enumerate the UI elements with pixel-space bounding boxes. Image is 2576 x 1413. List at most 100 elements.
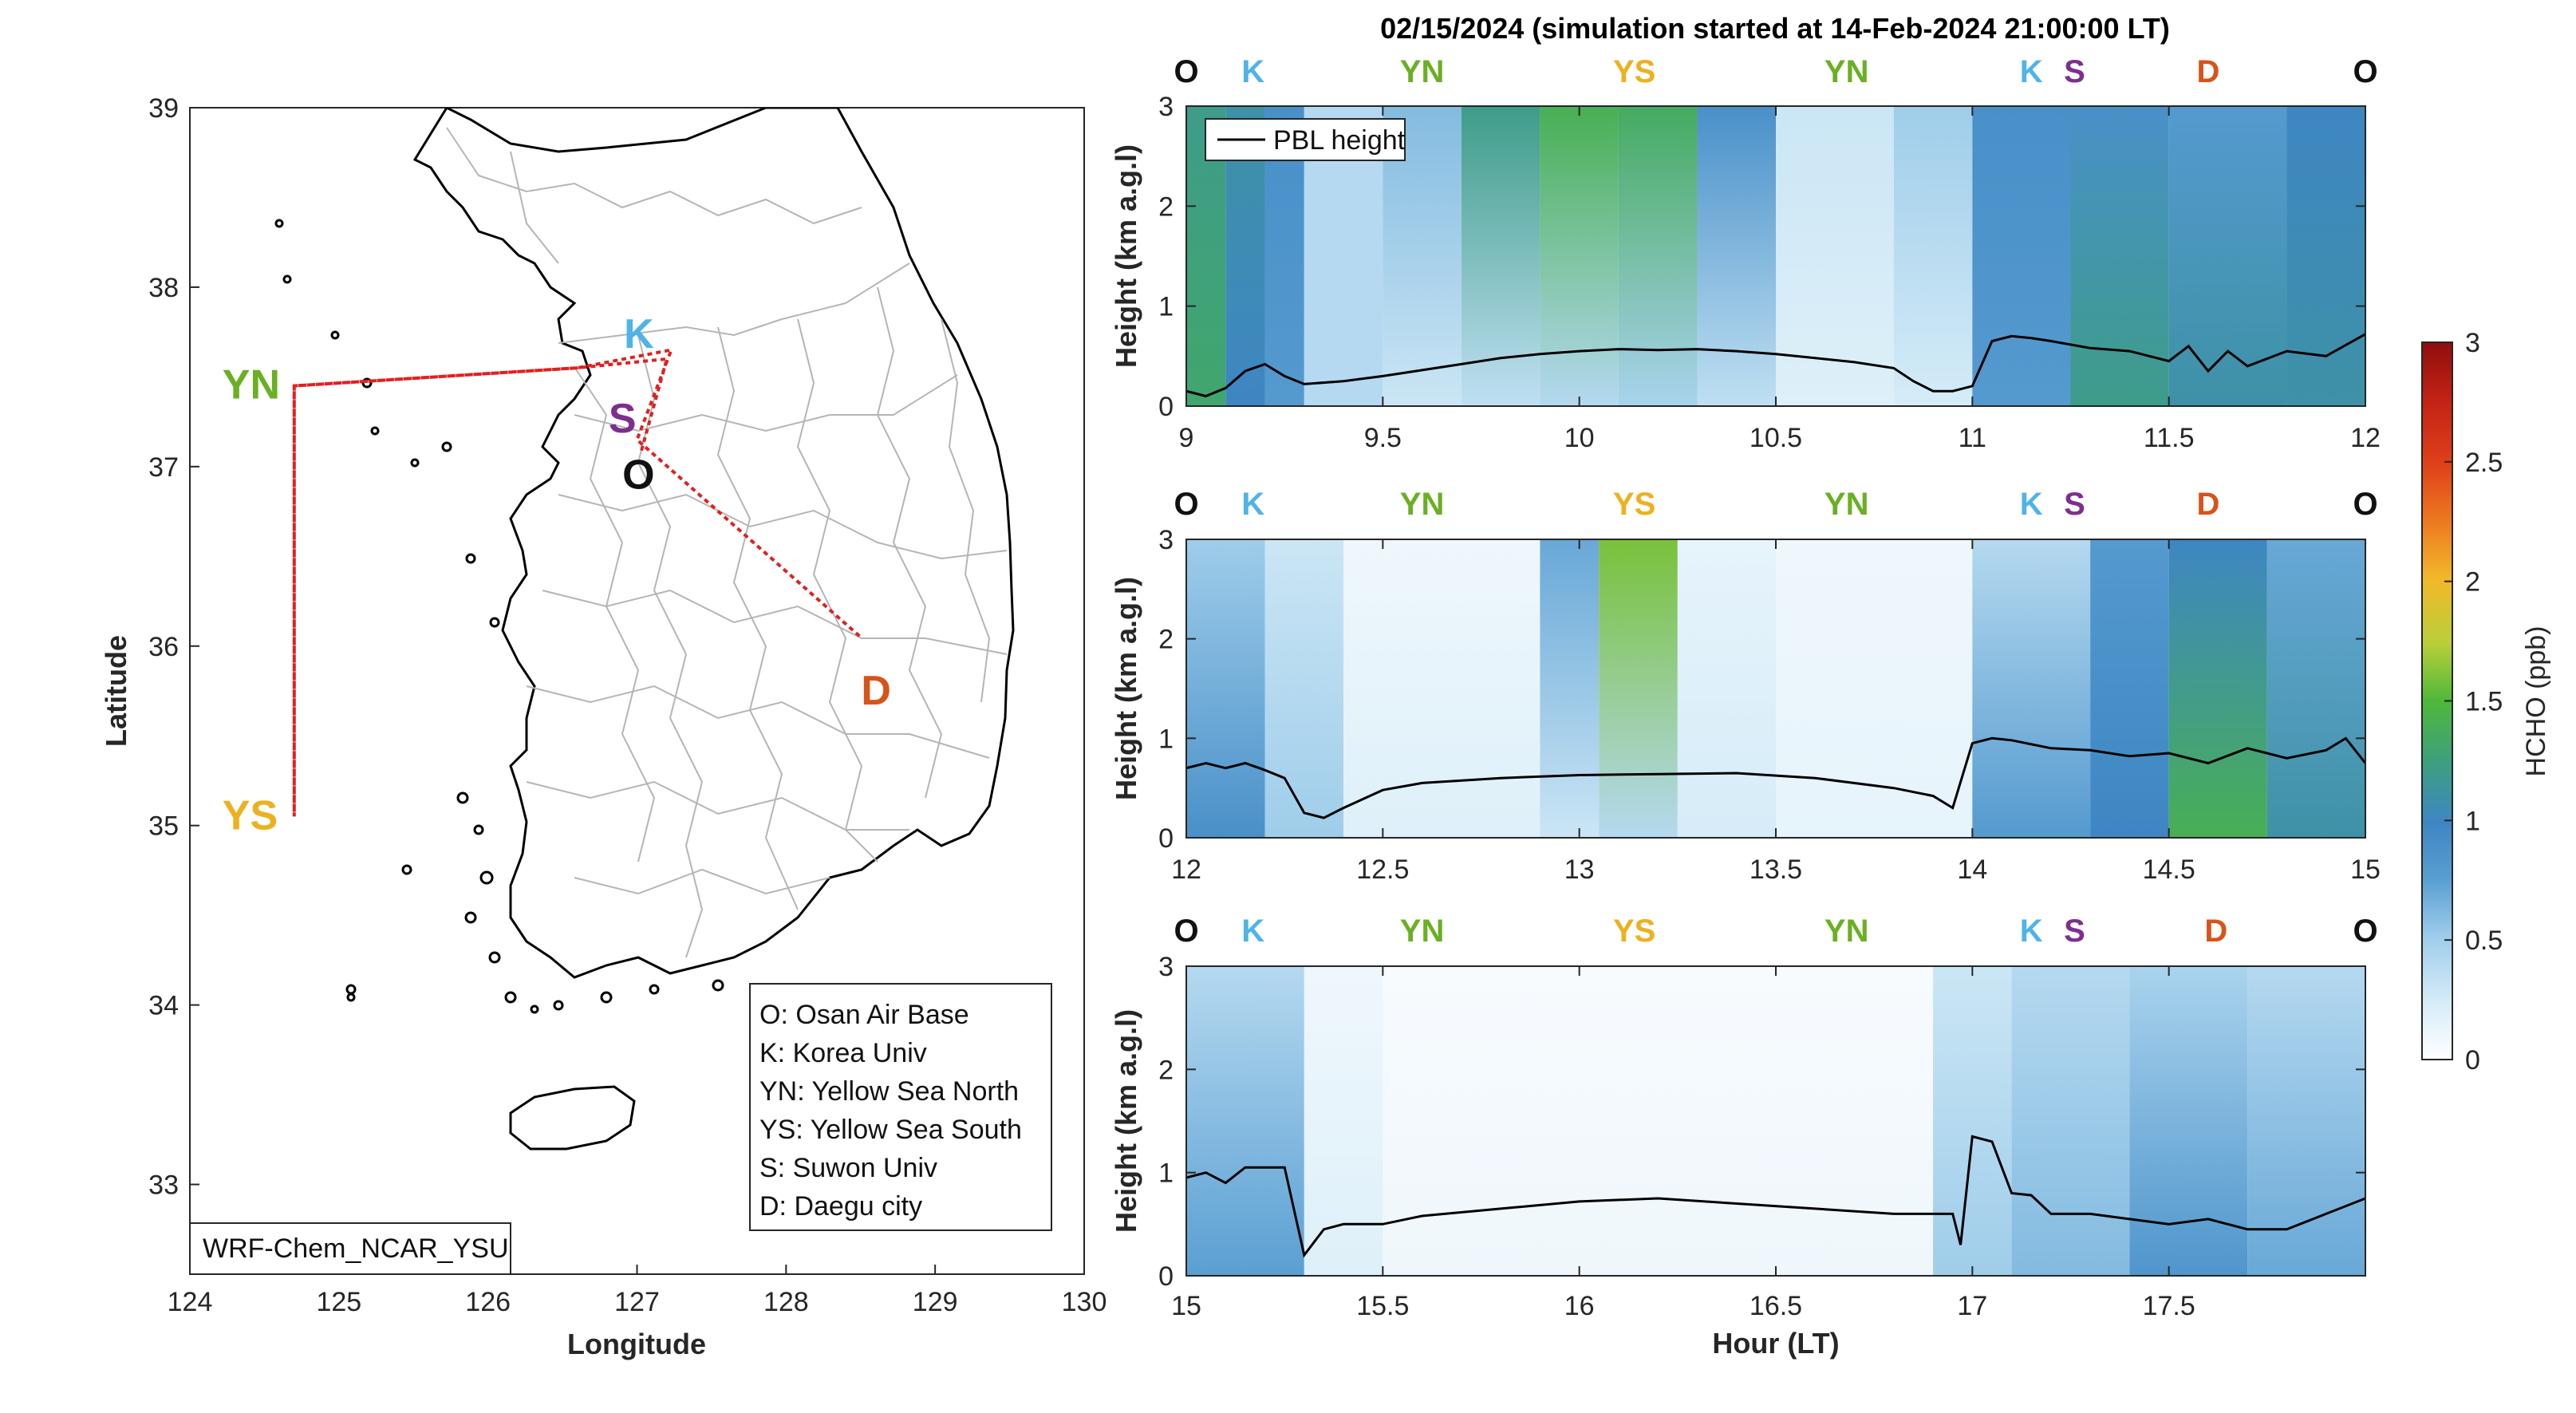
- map-ytick-label: 35: [148, 811, 179, 842]
- site-label-k: K: [2020, 914, 2043, 949]
- colorbar-tick-label: 2.5: [2465, 448, 2503, 478]
- xtick-label: 15: [1171, 1291, 1201, 1321]
- site-label-k: K: [2020, 487, 2043, 522]
- xtick-label: 17.5: [2143, 1291, 2195, 1321]
- site-label-yn: YN: [1400, 54, 1445, 89]
- site-label-k: K: [1241, 914, 1264, 949]
- map-ticks: 124 125 126 127 128 129 130 33 34 35 36 37 38 39: [148, 93, 1107, 1317]
- hcho-column: [2286, 106, 2365, 406]
- ytick-label: 0: [1158, 823, 1174, 854]
- colorbar-tick-label: 2: [2465, 567, 2480, 598]
- xtick-label: 13.5: [1750, 855, 1802, 885]
- site-label-d: D: [2196, 487, 2219, 522]
- map-site-s: S: [609, 396, 637, 442]
- hcho-column: [2090, 539, 2169, 838]
- xtick-label: 10.5: [1750, 423, 1802, 453]
- pbl-height-line: [1186, 1135, 2365, 1258]
- map-ytick-label: 36: [148, 632, 179, 662]
- map-xlabel: Longitude: [567, 1328, 706, 1360]
- site-label-yn: YN: [1825, 54, 1869, 89]
- hcho-column: [1304, 966, 1383, 1276]
- colorbar-tick-label: 1: [2465, 806, 2480, 836]
- hcho-column: [1383, 966, 1934, 1276]
- model-label: WRF-Chem_NCAR_YSU: [203, 1233, 509, 1264]
- map-site-d: D: [861, 668, 891, 714]
- hcho-column: [2070, 106, 2169, 406]
- site-label-s: S: [2064, 54, 2085, 89]
- ylabel: Height (km a.g.l): [1110, 144, 1142, 368]
- time-height-panel-3: 15 15.5 16 16.5 17 17.5 0 1 2 3 Height (km a.g.l) H…: [1110, 914, 2378, 1360]
- colorbar-tick-label: 3: [2465, 328, 2480, 358]
- site-label-o: O: [1174, 487, 1198, 522]
- xtick-label: 9.5: [1364, 423, 1402, 453]
- site-label-ys: YS: [1613, 487, 1655, 522]
- map-xtick-label: 129: [913, 1287, 958, 1317]
- ylabel: Height (km a.g.l): [1110, 577, 1142, 800]
- site-label-o: O: [1174, 54, 1198, 89]
- xtick-label: 14: [1957, 855, 1987, 885]
- legend-item: YS: Yellow Sea South: [759, 1115, 1022, 1145]
- site-label-ys: YS: [1613, 54, 1655, 89]
- colorbar-tick-label: 1.5: [2465, 687, 2503, 717]
- site-label-s: S: [2064, 487, 2085, 522]
- site-label-s: S: [2064, 914, 2085, 949]
- map-site-yn: YN: [223, 362, 280, 409]
- site-label-d: D: [2196, 54, 2219, 89]
- site-label-yn: YN: [1400, 914, 1445, 949]
- xtick-label: 15: [2350, 855, 2381, 885]
- legend-item: D: Daegu city: [759, 1191, 922, 1222]
- ytick-label: 2: [1158, 191, 1174, 222]
- ylabel: Height (km a.g.l): [1110, 1009, 1142, 1233]
- hcho-column: [1186, 966, 1304, 1276]
- flight-route: [292, 347, 862, 817]
- ytick-label: 1: [1158, 724, 1174, 754]
- xtick-label: 12: [1171, 855, 1201, 885]
- xlabel: Hour (LT): [1712, 1327, 1839, 1360]
- map-site-k: K: [624, 311, 654, 357]
- xtick-label: 16: [1564, 1291, 1595, 1321]
- map-xtick-label: 125: [316, 1287, 361, 1317]
- site-label-k: K: [2020, 54, 2043, 89]
- map-xtick-label: 130: [1062, 1287, 1107, 1317]
- map-site-o: O: [622, 452, 654, 499]
- ytick-label: 2: [1158, 1055, 1174, 1085]
- hcho-column: [1697, 106, 1776, 406]
- xtick-label: 9: [1179, 423, 1194, 453]
- ytick-label: 0: [1158, 1261, 1174, 1292]
- site-label-o: O: [2353, 487, 2377, 522]
- map-site-ys: YS: [223, 792, 278, 839]
- map-ytick-label: 37: [148, 452, 179, 483]
- hcho-column: [1540, 106, 1619, 406]
- colorbar-ticks: 0 0.5 1 1.5 2 2.5 3: [2444, 328, 2503, 1076]
- site-label-o: O: [2353, 914, 2377, 949]
- pbl-legend-label: PBL height: [1273, 125, 1406, 156]
- site-label-k: K: [1241, 487, 1264, 522]
- model-label-box: [189, 1222, 511, 1275]
- xtick-label: 11: [1959, 423, 1986, 453]
- heatmap-body: [1186, 539, 2365, 838]
- map-ylabel: Latitude: [100, 635, 132, 747]
- hcho-column: [1618, 106, 1698, 406]
- colorbar-tick-label: 0: [2465, 1045, 2480, 1076]
- xtick-label: 14.5: [2143, 855, 2195, 885]
- hcho-column: [2266, 539, 2365, 838]
- hcho-column: [1933, 966, 2012, 1276]
- hcho-column: [1972, 106, 2071, 406]
- heatmap-body: [1186, 966, 2365, 1276]
- site-label-yn: YN: [1400, 487, 1445, 522]
- ytick-label: 3: [1158, 952, 1174, 982]
- hcho-column: [2011, 966, 2130, 1276]
- hcho-column: [2129, 966, 2248, 1276]
- hcho-column: [1776, 539, 1973, 838]
- hcho-column: [1893, 106, 1973, 406]
- hcho-column: [1972, 539, 2091, 838]
- map-xtick-label: 128: [763, 1287, 809, 1317]
- hcho-column: [2168, 106, 2287, 406]
- pbl-legend: PBL height: [1205, 118, 1406, 161]
- map-ytick-label: 39: [148, 93, 179, 124]
- site-label-yn: YN: [1825, 914, 1869, 949]
- hcho-column: [1599, 539, 1678, 838]
- legend-item: S: Suwon Univ: [759, 1153, 937, 1183]
